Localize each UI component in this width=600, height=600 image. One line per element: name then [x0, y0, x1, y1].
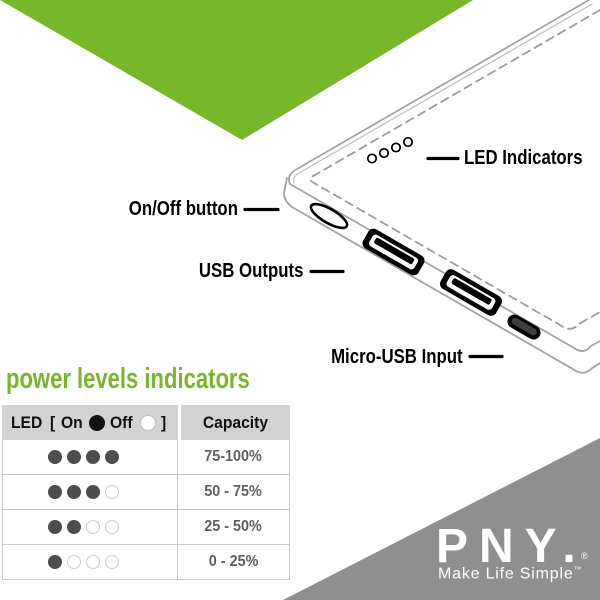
led-indicators-label: LED Indicators [464, 147, 583, 169]
brand-tagline: Make Life Simple™ [438, 565, 582, 583]
usb-port-1 [362, 228, 425, 276]
power-table-body: 75-100% 50 - 75% 25 - 50% 0 - 25% [2, 440, 290, 580]
on-label: On [60, 412, 83, 432]
usb-port-2 [439, 269, 503, 316]
led-header-text: LED [11, 412, 43, 432]
led-state-cell [3, 440, 178, 474]
green-corner-triangle [0, 0, 473, 140]
led-hole-icon [366, 153, 378, 164]
table-header-row: LED [ On Off ] Capacity [2, 405, 290, 440]
on-off-button-label: On/Off button [128, 198, 238, 220]
trademark-mark: ™ [573, 565, 582, 574]
led-dot-off-icon [66, 555, 81, 569]
pny-logo: PNY. [436, 520, 587, 573]
led-hole-icon [402, 136, 414, 148]
led-on-dot-icon [89, 414, 106, 431]
led-column-header: LED [ On Off ] [2, 405, 178, 440]
led-dot-on-icon [66, 520, 81, 534]
led-dot-on-icon [47, 450, 62, 464]
micro-usb-input-label: Micro-USB Input [331, 346, 463, 368]
led-hole-icon [378, 147, 390, 159]
power-levels-table: LED [ On Off ] Capacity 75-100% 50 - 75% 2… [2, 405, 290, 580]
led-dot-on-icon [104, 450, 119, 464]
power-bank-top-face-outline [288, 0, 600, 352]
led-dot-off-icon [85, 555, 100, 569]
gray-brand-triangle [283, 438, 600, 600]
led-indicator-holes [366, 136, 414, 164]
section-title: power levels indicators [6, 363, 250, 395]
capacity-cell: 75-100% [204, 448, 263, 465]
led-state-cell [3, 510, 178, 544]
table-row: 0 - 25% [3, 545, 289, 579]
power-bank-drawing [243, 0, 600, 374]
led-state-cell [3, 475, 178, 509]
led-state-cell [3, 545, 178, 579]
led-hole-icon [390, 142, 402, 153]
led-dot-on-icon [66, 485, 81, 499]
stitch-dashed-line [309, 9, 600, 330]
led-dot-on-icon [47, 485, 62, 499]
power-bank-edge-highlight [292, 3, 593, 184]
led-dot-off-icon [104, 555, 119, 569]
micro-usb-port [507, 314, 541, 340]
led-dot-on-icon [85, 450, 100, 464]
power-bank-side-face-outline [283, 177, 600, 374]
led-dot-on-icon [66, 450, 81, 464]
bracket-open: [ [50, 412, 56, 432]
capacity-cell: 50 - 75% [204, 483, 263, 500]
on-off-button-shape [309, 202, 349, 230]
capacity-cell: 25 - 50% [204, 518, 263, 535]
led-off-dot-icon [139, 414, 156, 431]
table-row: 75-100% [3, 440, 289, 475]
led-dot-on-icon [47, 520, 62, 534]
capacity-cell: 0 - 25% [208, 553, 259, 570]
table-row: 50 - 75% [3, 475, 289, 510]
led-dot-off-icon [85, 520, 100, 534]
bracket-close: ] [160, 412, 167, 432]
led-dot-on-icon [47, 555, 62, 569]
led-dot-off-icon [104, 485, 119, 499]
registered-mark: ® [581, 551, 588, 561]
table-row: 25 - 50% [3, 510, 289, 545]
off-label: Off [110, 412, 133, 432]
led-dot-off-icon [104, 520, 119, 534]
usb-outputs-label: USB Outputs [198, 260, 303, 282]
capacity-column-header: Capacity [181, 405, 290, 440]
led-dot-on-icon [85, 485, 100, 499]
